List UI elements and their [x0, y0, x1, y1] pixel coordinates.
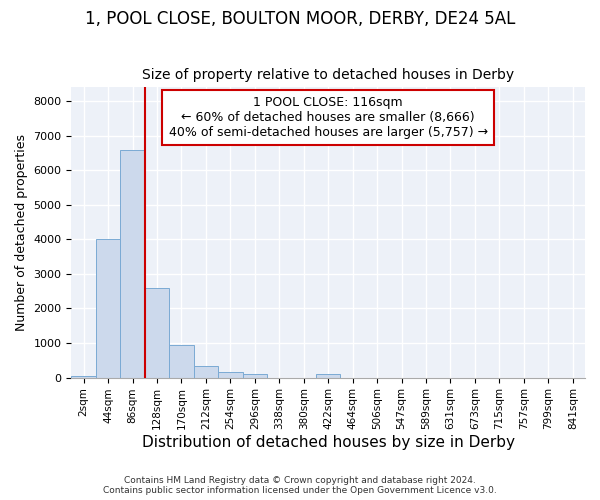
Bar: [218, 372, 242, 378]
Bar: [96, 240, 121, 378]
Text: 1 POOL CLOSE: 116sqm
← 60% of detached houses are smaller (8,666)
40% of semi-de: 1 POOL CLOSE: 116sqm ← 60% of detached h…: [169, 96, 488, 139]
Bar: [121, 150, 145, 378]
Bar: [145, 288, 169, 378]
Bar: [194, 366, 218, 378]
Y-axis label: Number of detached properties: Number of detached properties: [15, 134, 28, 331]
Text: Contains HM Land Registry data © Crown copyright and database right 2024.
Contai: Contains HM Land Registry data © Crown c…: [103, 476, 497, 495]
Bar: [242, 374, 267, 378]
X-axis label: Distribution of detached houses by size in Derby: Distribution of detached houses by size …: [142, 435, 515, 450]
Title: Size of property relative to detached houses in Derby: Size of property relative to detached ho…: [142, 68, 514, 82]
Bar: [316, 374, 340, 378]
Text: 1, POOL CLOSE, BOULTON MOOR, DERBY, DE24 5AL: 1, POOL CLOSE, BOULTON MOOR, DERBY, DE24…: [85, 10, 515, 28]
Bar: [169, 345, 194, 378]
Bar: [71, 376, 96, 378]
